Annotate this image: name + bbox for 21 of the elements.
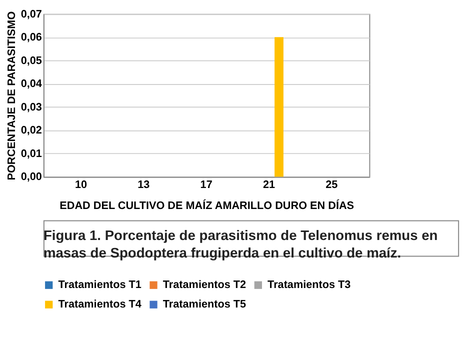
x-tick-label: 10 xyxy=(75,179,88,192)
y-tick-label: 0,00 xyxy=(20,171,42,184)
y-tick-label: 0,03 xyxy=(20,101,42,114)
y-tick-label: 0,06 xyxy=(20,32,42,44)
y-tick-label: 0,07 xyxy=(20,8,42,20)
text: Figura 1. Porcentaje de parasitismo de Telenomus remus en masas de Spodoptera frugiperda en el cultivo de maíz. xyxy=(43,226,438,261)
x-tick-label: 25 xyxy=(326,179,338,192)
y-axis-title: PORCENTAJE DE PARASITISMO xyxy=(6,11,18,180)
x-tick-label: 13 xyxy=(138,179,150,192)
legend-label: Tratamientos T2 xyxy=(162,279,246,292)
legend-label: Tratamientos T3 xyxy=(268,279,351,292)
x-tick-label: 21 xyxy=(262,179,276,192)
y-tick-label: 0,04 xyxy=(20,78,42,90)
legend-label: Tratamientos T1 xyxy=(58,279,142,292)
y-tick-label: 0,02 xyxy=(20,124,42,137)
x-axis-title: EDAD DEL CULTIVO DE MAÍZ AMARILLO DURO EN DÍAS xyxy=(60,198,354,212)
x-tick-label: 17 xyxy=(200,179,212,192)
y-tick-label: 0,05 xyxy=(20,54,42,67)
legend-label: Tratamientos T5 xyxy=(162,298,246,311)
legend-label: Tratamientos T4 xyxy=(58,298,142,311)
y-tick-label: 0,01 xyxy=(20,148,42,160)
